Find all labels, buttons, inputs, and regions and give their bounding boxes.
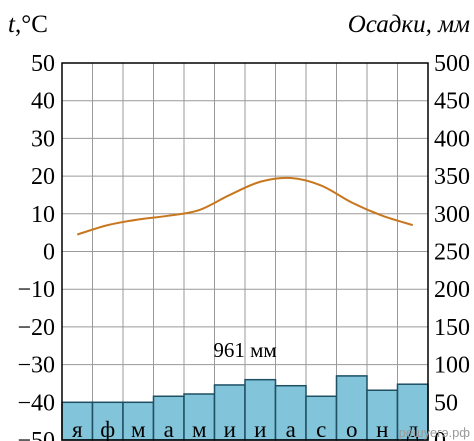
left-axis-tick-label: 50 xyxy=(31,51,55,77)
right-axis-tick-label: 0 xyxy=(434,428,446,441)
month-label: я xyxy=(72,417,83,441)
right-axis-title: Осадки, мм xyxy=(348,11,470,38)
left-axis-tick-label: −10 xyxy=(17,277,55,303)
precipitation-bars xyxy=(61,375,429,441)
right-axis-tick-label: 300 xyxy=(434,202,470,228)
left-axis-tick-label: 30 xyxy=(31,126,55,152)
month-label: н xyxy=(376,417,388,441)
precipitation-bar xyxy=(274,384,307,441)
right-axis-tick-label: 250 xyxy=(434,240,470,266)
month-label: о xyxy=(346,417,358,441)
left-axis-tick-label: −30 xyxy=(17,353,55,379)
plot-frame xyxy=(61,62,429,441)
temperature-line xyxy=(76,176,414,236)
right-axis-tick-label: 200 xyxy=(434,277,470,303)
left-axis-tick-label: −50 xyxy=(17,428,55,441)
left-axis-symbol: t xyxy=(8,11,16,38)
precipitation-bar xyxy=(91,401,124,441)
month-label: и xyxy=(224,417,236,441)
left-axis-title: t,°C xyxy=(8,11,48,38)
month-label: и xyxy=(254,417,266,441)
left-axis-tick-label: 20 xyxy=(31,164,55,190)
right-axis-tick-label: 500 xyxy=(434,51,470,77)
month-label: д xyxy=(407,417,419,441)
annual-precipitation-total: 961 мм xyxy=(213,338,276,362)
left-axis-tick-label: −40 xyxy=(17,390,55,416)
month-label: м xyxy=(192,417,207,441)
month-label: ф xyxy=(100,417,115,441)
temperature-line-layer xyxy=(76,176,414,236)
month-label: а xyxy=(286,417,296,441)
right-axis-tick-label: 450 xyxy=(434,89,470,115)
right-axis-tick-label: 350 xyxy=(434,164,470,190)
left-axis-tick-label: −20 xyxy=(17,315,55,341)
precipitation-bar xyxy=(122,401,155,441)
month-label: а xyxy=(164,417,174,441)
right-axis-tick-label: 50 xyxy=(434,390,458,416)
left-axis-ticks: 50 40 30 20 10 0 −10 −20 −30 −40 −50 xyxy=(17,51,55,441)
watermark: решуегэ.рф xyxy=(399,425,471,440)
month-label: с xyxy=(316,417,326,441)
right-axis-tick-label: 150 xyxy=(434,315,470,341)
right-axis-tick-label: 400 xyxy=(434,126,470,152)
right-axis-tick-label: 100 xyxy=(434,353,470,379)
month-label: м xyxy=(131,417,146,441)
grid-lines xyxy=(62,63,428,440)
precipitation-bar xyxy=(366,389,399,441)
left-axis-unit: ,°C xyxy=(15,11,48,38)
left-axis-tick-label: 10 xyxy=(31,202,55,228)
left-axis-tick-label: 0 xyxy=(43,240,55,266)
left-axis-tick-label: 40 xyxy=(31,89,55,115)
